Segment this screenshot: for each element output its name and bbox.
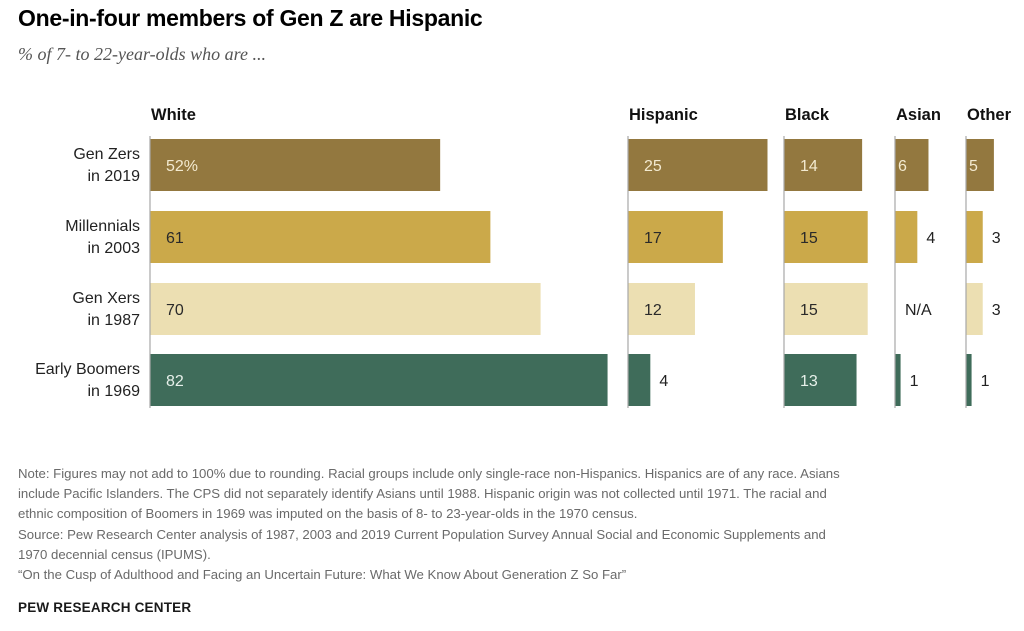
report-title-line: “On the Cusp of Adulthood and Facing an …	[18, 567, 627, 583]
data-label-na: N/A	[905, 302, 932, 319]
bar-black	[784, 211, 868, 263]
data-label: 13	[800, 373, 818, 390]
category-label: Gen Xers	[72, 290, 140, 307]
data-label: 6	[898, 158, 907, 175]
column-header-black: Black	[785, 106, 830, 124]
data-label: 15	[800, 302, 818, 319]
category-label: Early Boomers	[35, 361, 140, 378]
data-label: 15	[800, 230, 818, 247]
source-line: Source: Pew Research Center analysis of …	[18, 526, 826, 542]
bar-other	[966, 211, 983, 263]
bar-white	[150, 283, 541, 335]
data-label: 14	[800, 158, 818, 175]
category-label: in 2019	[88, 168, 141, 185]
bar-black	[784, 354, 857, 406]
bar-other	[966, 139, 994, 191]
source-line: 1970 decennial census (IPUMS).	[18, 546, 211, 562]
data-label: 25	[644, 158, 662, 175]
bar-black	[784, 139, 863, 191]
column-header-hispanic: Hispanic	[629, 106, 698, 124]
bar-black	[784, 283, 868, 335]
data-label: 5	[969, 158, 978, 175]
chart-subtitle: % of 7- to 22-year-olds who are ...	[18, 44, 266, 64]
chart-title: One-in-four members of Gen Z are Hispani…	[18, 5, 483, 31]
category-label: in 1987	[88, 312, 141, 329]
data-label: 1	[981, 373, 990, 390]
column-header-asian: Asian	[896, 106, 941, 124]
data-label: 1	[910, 373, 919, 390]
bar-hispanic	[628, 354, 651, 406]
bar-hispanic	[628, 139, 768, 191]
bar-chart: White Hispanic Black Asian Other Gen Zers in 2…	[35, 106, 1012, 408]
data-label: 12	[644, 302, 662, 319]
data-label: 3	[992, 302, 1001, 319]
bar-hispanic	[628, 211, 723, 263]
bar-asian	[895, 354, 901, 406]
bar-other	[966, 354, 972, 406]
category-label: Gen Zers	[73, 146, 140, 163]
category-label: in 2003	[88, 240, 141, 257]
data-label: 4	[926, 230, 935, 247]
column-header-other: Other	[967, 106, 1012, 124]
data-label: 17	[644, 230, 662, 247]
category-label: Millennials	[65, 218, 140, 235]
category-label: in 1969	[88, 383, 141, 400]
bar-white	[150, 211, 491, 263]
data-label: 52%	[166, 158, 198, 175]
data-label: 82	[166, 373, 184, 390]
data-label: 70	[166, 302, 184, 319]
bar-white	[150, 354, 608, 406]
note-line: ethnic composition of Boomers in 1969 wa…	[18, 506, 638, 522]
notes-block: Note: Figures may not add to 100% due to…	[18, 464, 1018, 585]
bar-asian	[895, 139, 929, 191]
bar-white	[150, 139, 441, 191]
bar-asian	[895, 211, 918, 263]
bar-hispanic	[628, 283, 695, 335]
note-line: Note: Figures may not add to 100% due to…	[18, 466, 840, 481]
pew-logo-text: PEW RESEARCH CENTER	[18, 600, 192, 615]
bar-other	[966, 283, 983, 335]
data-label: 3	[992, 230, 1001, 247]
data-label: 61	[166, 230, 184, 247]
note-line: include Pacific Islanders. The CPS did n…	[18, 486, 827, 502]
data-label: 4	[659, 373, 668, 390]
column-header-white: White	[151, 106, 196, 124]
